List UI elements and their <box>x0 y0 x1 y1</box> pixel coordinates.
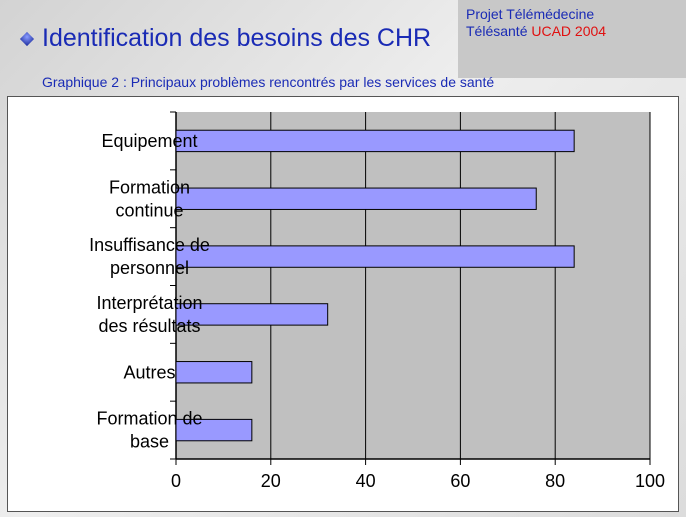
plot-area <box>176 112 650 459</box>
project-subline-prefix: Télésanté <box>466 23 528 39</box>
x-tick-label: 60 <box>450 471 470 491</box>
chart-title: Graphique 2 : Principaux problèmes renco… <box>42 74 495 90</box>
category-label: continue <box>115 200 183 220</box>
slide-title-text: Identification des besoins des CHR <box>42 24 432 52</box>
diamond-bullet-icon <box>19 31 35 46</box>
category-label: Interprétation <box>96 293 202 313</box>
category-label: base <box>130 432 169 452</box>
slide-title: Identification des besoins des CHR <box>19 24 432 53</box>
bar-chart: 0 20 40 60 80 100 Equipement Formation continue I… <box>89 111 665 491</box>
category-label: personnel <box>110 258 189 278</box>
x-tick-label: 100 <box>635 471 665 491</box>
category-label: des résultats <box>98 316 200 336</box>
project-name: Projet Télémédecine <box>466 6 595 22</box>
x-tick-label: 80 <box>545 471 565 491</box>
bar <box>175 361 253 384</box>
x-tick-label: 0 <box>171 471 181 491</box>
category-label: Autres <box>123 362 175 382</box>
x-tick-label: 20 <box>261 471 281 491</box>
category-label: Formation <box>109 177 190 197</box>
bar <box>175 303 329 326</box>
bar <box>175 129 575 153</box>
bar <box>175 187 537 210</box>
x-tick-label: 40 <box>356 471 376 491</box>
bar <box>175 245 575 268</box>
project-subline: Télésanté UCAD 2004 <box>466 23 678 40</box>
category-label: Equipement <box>101 131 197 151</box>
category-label: Insuffisance de <box>89 235 210 255</box>
bar <box>175 418 253 442</box>
project-year: UCAD 2004 <box>531 23 607 39</box>
category-label: Formation de <box>96 409 202 429</box>
project-box: Projet Télémédecine Télésanté UCAD 2004 <box>458 0 686 78</box>
chart-panel: 0 20 40 60 80 100 Equipement Formation continue I… <box>7 96 679 512</box>
